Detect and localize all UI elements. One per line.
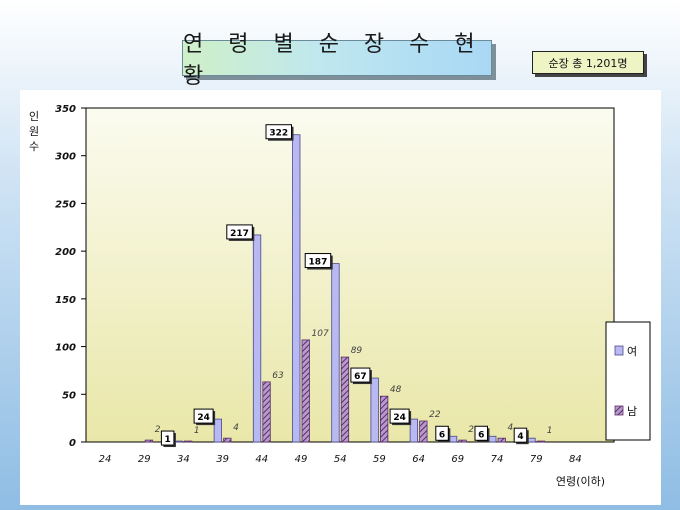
chart-panel: 0 50 100 150 200 250 300 350 인 원 수 24 29 2 34 1 1 39 24 4 44…: [20, 90, 661, 505]
legend-label-female: 여: [627, 345, 637, 358]
data-label-male: 48: [390, 385, 402, 395]
bar-male: [301, 339, 310, 443]
x-tick-label: 74: [491, 454, 504, 465]
bar-female: [527, 437, 536, 443]
y-tick-label: 50: [62, 390, 76, 401]
x-axis-label: 연령(이하): [556, 474, 605, 488]
x-tick-label: 84: [569, 454, 582, 465]
y-axis-label-char: 원: [29, 125, 39, 138]
data-label-female: 4: [517, 432, 523, 442]
bar-male: [379, 395, 389, 443]
data-label-box: [265, 124, 292, 140]
y-tick-label: 150: [55, 295, 76, 306]
data-label-female: 6: [478, 430, 484, 440]
data-label-male: 107: [312, 329, 329, 339]
chart-title: 연 령 별 순 장 수 현 황: [182, 32, 492, 89]
data-label-box: [513, 427, 528, 443]
x-tick-label: 34: [177, 454, 190, 465]
data-label-male: 22: [429, 410, 441, 420]
data-label-male: 89: [351, 346, 363, 356]
y-axis-label-char: 수: [29, 140, 39, 153]
total-count-badge: 순장 총 1,201명: [532, 51, 644, 74]
bar-female: [409, 418, 419, 443]
x-tick-label: 49: [295, 454, 308, 465]
data-label-box: [226, 224, 253, 240]
data-label-male: 4: [508, 423, 514, 433]
x-tick-label: 79: [530, 454, 543, 465]
bar-female: [252, 234, 262, 443]
y-tick-label: 0: [69, 438, 76, 449]
data-label-box: [193, 408, 214, 424]
bar-female: [331, 263, 340, 443]
bar-male: [144, 439, 154, 443]
y-tick-label: 300: [55, 152, 76, 163]
data-label-female: 322: [269, 129, 288, 139]
data-label-box: [474, 425, 488, 441]
x-tick-label: 39: [216, 454, 229, 465]
data-label-male: 1: [194, 426, 200, 436]
data-label-female: 6: [439, 430, 445, 440]
x-tick-label: 29: [138, 454, 151, 465]
y-tick-label: 100: [55, 343, 76, 354]
y-tick-label: 350: [55, 104, 76, 115]
x-tick-label: 24: [99, 454, 112, 465]
bar-male: [458, 439, 467, 443]
x-tick-label: 54: [334, 454, 347, 465]
data-label-female: 67: [354, 372, 367, 382]
bar-female: [488, 435, 497, 443]
data-label-male: 63: [272, 371, 284, 381]
plot-area: [85, 107, 615, 443]
bar-female: [448, 435, 458, 443]
legend-swatch-male: [614, 405, 624, 416]
bar-male: [497, 437, 506, 443]
data-label-box: [389, 408, 410, 424]
data-label-box: [304, 253, 332, 269]
y-axis-label-char: 인: [29, 110, 39, 123]
bar-male: [262, 381, 271, 443]
bar-female: [213, 418, 223, 443]
data-label-box: [435, 425, 449, 441]
data-label-male: 1: [547, 426, 553, 436]
x-tick-label: 44: [255, 454, 268, 465]
legend-label-male: 남: [627, 405, 637, 418]
data-label-male: 2: [155, 425, 161, 435]
data-label-female: 1: [165, 435, 171, 445]
bar-male: [340, 356, 350, 443]
data-label-female: 24: [197, 413, 210, 423]
legend-swatch-female: [614, 345, 624, 356]
data-label-box: [160, 430, 175, 446]
bar-female: [292, 134, 301, 443]
x-tick-label: 69: [451, 454, 464, 465]
bar-male: [419, 420, 428, 443]
bar-female: [370, 377, 379, 443]
bar-male: [223, 437, 232, 443]
data-label-female: 24: [393, 413, 406, 423]
data-label-female: 187: [309, 258, 328, 268]
bar-male: [536, 440, 546, 443]
data-label-box: [350, 367, 371, 383]
bar-female: [174, 440, 183, 443]
data-label-male: 2: [468, 425, 474, 435]
y-tick-label: 200: [55, 247, 76, 258]
x-tick-label: 64: [412, 454, 425, 465]
bar-male: [183, 440, 193, 443]
x-tick-label: 59: [373, 454, 386, 465]
y-tick-label: 250: [55, 199, 76, 210]
legend-box: [605, 321, 651, 441]
data-label-male: 4: [233, 423, 239, 433]
data-label-female: 217: [230, 229, 249, 239]
